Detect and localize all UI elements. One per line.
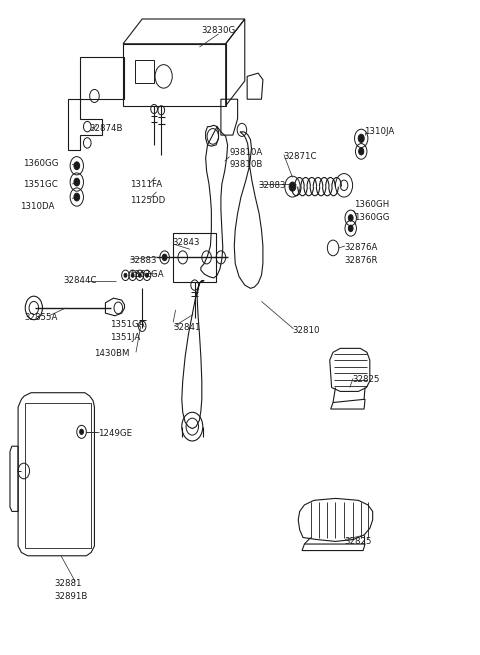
Circle shape [74, 193, 80, 201]
Text: 1311FA: 1311FA [130, 179, 162, 189]
Text: 1351JA: 1351JA [110, 333, 141, 342]
Text: 32844C: 32844C [63, 276, 97, 285]
Circle shape [74, 178, 80, 186]
Text: 32841: 32841 [173, 323, 201, 332]
Text: 32830G: 32830G [202, 26, 236, 35]
Text: 1351GA: 1351GA [110, 320, 145, 329]
Text: 1360GH: 1360GH [354, 200, 389, 210]
Circle shape [162, 254, 167, 261]
Circle shape [359, 148, 364, 155]
Text: 32855A: 32855A [24, 312, 58, 322]
Circle shape [348, 225, 353, 232]
Text: 32874B: 32874B [90, 124, 123, 133]
Text: 32883: 32883 [258, 181, 286, 190]
Text: 1249GE: 1249GE [98, 428, 132, 438]
Text: 1125DD: 1125DD [130, 196, 166, 205]
Text: 1430BM: 1430BM [95, 349, 130, 358]
Text: 32881: 32881 [55, 578, 83, 588]
Text: 1360GG: 1360GG [354, 214, 389, 223]
Circle shape [124, 273, 127, 277]
Text: 32876R: 32876R [344, 257, 378, 265]
Text: 1351GA: 1351GA [129, 269, 164, 278]
Text: 32871C: 32871C [283, 152, 316, 161]
Text: 93810B: 93810B [229, 160, 263, 169]
Text: 32825: 32825 [352, 375, 380, 384]
Circle shape [80, 429, 84, 434]
Text: 32825: 32825 [344, 537, 372, 546]
Text: 32810: 32810 [292, 326, 320, 335]
Circle shape [131, 273, 134, 277]
Circle shape [74, 162, 80, 170]
Text: 32891B: 32891B [55, 591, 88, 601]
Circle shape [138, 273, 141, 277]
Text: 32883: 32883 [129, 257, 157, 265]
Bar [25, 403, 91, 548]
Text: 1310DA: 1310DA [20, 202, 54, 212]
Text: 1360GG: 1360GG [23, 159, 59, 168]
Text: 32843: 32843 [172, 238, 200, 247]
Circle shape [145, 273, 148, 277]
Text: 93810A: 93810A [229, 148, 263, 157]
Text: 1310JA: 1310JA [364, 127, 395, 136]
Circle shape [358, 134, 364, 143]
Text: 1351GC: 1351GC [23, 179, 58, 189]
Circle shape [348, 215, 353, 221]
Text: 32876A: 32876A [344, 244, 377, 252]
Circle shape [289, 182, 296, 191]
